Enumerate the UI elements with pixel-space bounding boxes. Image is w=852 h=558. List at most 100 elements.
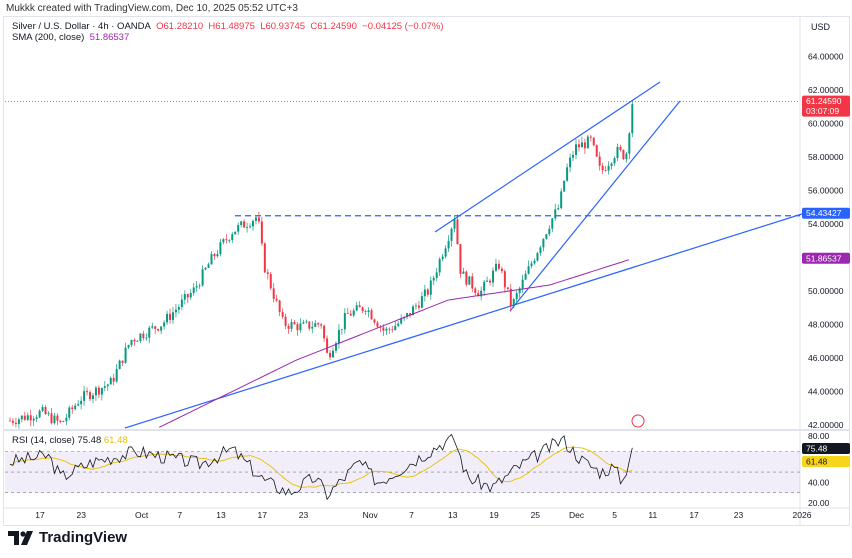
candle — [180, 294, 183, 311]
candle-body — [382, 327, 385, 331]
candle-body — [68, 407, 71, 418]
candle — [157, 328, 160, 332]
level-tag: 54.43427 — [802, 207, 850, 219]
candle — [361, 306, 364, 313]
candle — [432, 275, 435, 286]
candle — [59, 419, 62, 424]
candle-body — [358, 305, 361, 308]
candle — [201, 265, 204, 287]
candle-body — [601, 165, 604, 171]
candle — [314, 320, 317, 328]
tradingview-logo-icon — [8, 530, 33, 545]
sma-label[interactable]: SMA (200, close) — [12, 32, 85, 43]
candle — [616, 143, 619, 162]
candle-body — [539, 247, 542, 254]
candle-body — [420, 296, 423, 308]
candle — [228, 239, 231, 244]
candle — [586, 135, 589, 149]
candle-body — [106, 384, 109, 387]
candle — [210, 251, 213, 265]
candle — [429, 276, 432, 300]
candle-body — [263, 243, 266, 273]
candle-body — [180, 299, 183, 308]
candle — [302, 319, 305, 325]
candle-body — [577, 144, 580, 148]
candle — [106, 383, 109, 391]
candle-body — [80, 400, 83, 405]
candle — [607, 161, 610, 175]
candle-body — [112, 377, 115, 382]
candle — [376, 320, 379, 328]
candle — [332, 347, 335, 358]
candle — [572, 151, 575, 162]
candle — [198, 283, 201, 289]
candle — [121, 360, 124, 366]
candle-body — [343, 313, 346, 330]
candle-body — [414, 305, 417, 307]
rsi-label[interactable]: RSI (14, close) — [12, 435, 75, 446]
candle — [518, 286, 521, 298]
candle-body — [456, 219, 459, 245]
candle-body — [275, 298, 278, 301]
currency-label[interactable]: USD — [811, 22, 831, 32]
candle-body — [619, 146, 622, 151]
economic-event-icon — [631, 414, 645, 428]
candle-body — [296, 324, 299, 331]
candle — [340, 329, 343, 335]
candle-body — [406, 313, 409, 317]
candle-body — [536, 253, 539, 261]
candle-body — [124, 347, 127, 363]
candle-body — [373, 319, 376, 323]
candle — [394, 320, 397, 331]
candle — [492, 267, 495, 288]
candle — [601, 162, 604, 175]
candle-body — [586, 136, 589, 149]
candle — [566, 163, 569, 182]
candle — [320, 323, 323, 329]
rsi-tag-text: 75.48 — [806, 444, 828, 454]
candle — [545, 233, 548, 240]
candle — [305, 319, 308, 324]
time-tick-label: 13 — [448, 510, 458, 520]
candle-body — [121, 360, 124, 363]
candle — [465, 270, 468, 287]
symbol-label[interactable]: Silver / U.S. Dollar · 4h · OANDA — [12, 21, 151, 32]
price-tick-label: 46.00000 — [808, 353, 844, 363]
rsi-ma-value: 61.48 — [103, 435, 128, 446]
chart-frame[interactable] — [3, 16, 850, 526]
candle-body — [323, 325, 326, 339]
time-tick-label: 7 — [409, 510, 414, 520]
time-tick-label: 7 — [177, 510, 182, 520]
upper-channel-trendline — [434, 81, 661, 233]
time-tick-label: 17 — [689, 510, 699, 520]
candle — [583, 138, 586, 154]
candle — [142, 330, 145, 341]
candle — [65, 413, 68, 426]
candle-body — [438, 259, 441, 273]
candle-body — [474, 288, 477, 293]
candle-body — [183, 294, 186, 300]
candle-body — [574, 144, 577, 155]
candle-body — [391, 329, 394, 331]
price-tick-label: 44.00000 — [808, 387, 844, 397]
candle — [554, 203, 557, 221]
price-tick-label: 48.00000 — [808, 320, 844, 330]
candle — [287, 323, 290, 334]
candle — [35, 414, 38, 423]
candle — [50, 407, 53, 425]
candle — [171, 307, 174, 324]
tradingview-logo[interactable]: TradingView — [8, 529, 127, 546]
candle-body — [32, 418, 35, 421]
candle — [577, 139, 580, 152]
candle-body — [527, 266, 530, 274]
candle — [542, 238, 545, 252]
price-tick-label: 60.00000 — [808, 119, 844, 129]
candle — [77, 399, 80, 407]
candle — [391, 325, 394, 333]
candle-body — [533, 260, 536, 264]
candle — [536, 252, 539, 262]
candle-body — [299, 323, 302, 331]
time-tick-label: 25 — [531, 510, 541, 520]
